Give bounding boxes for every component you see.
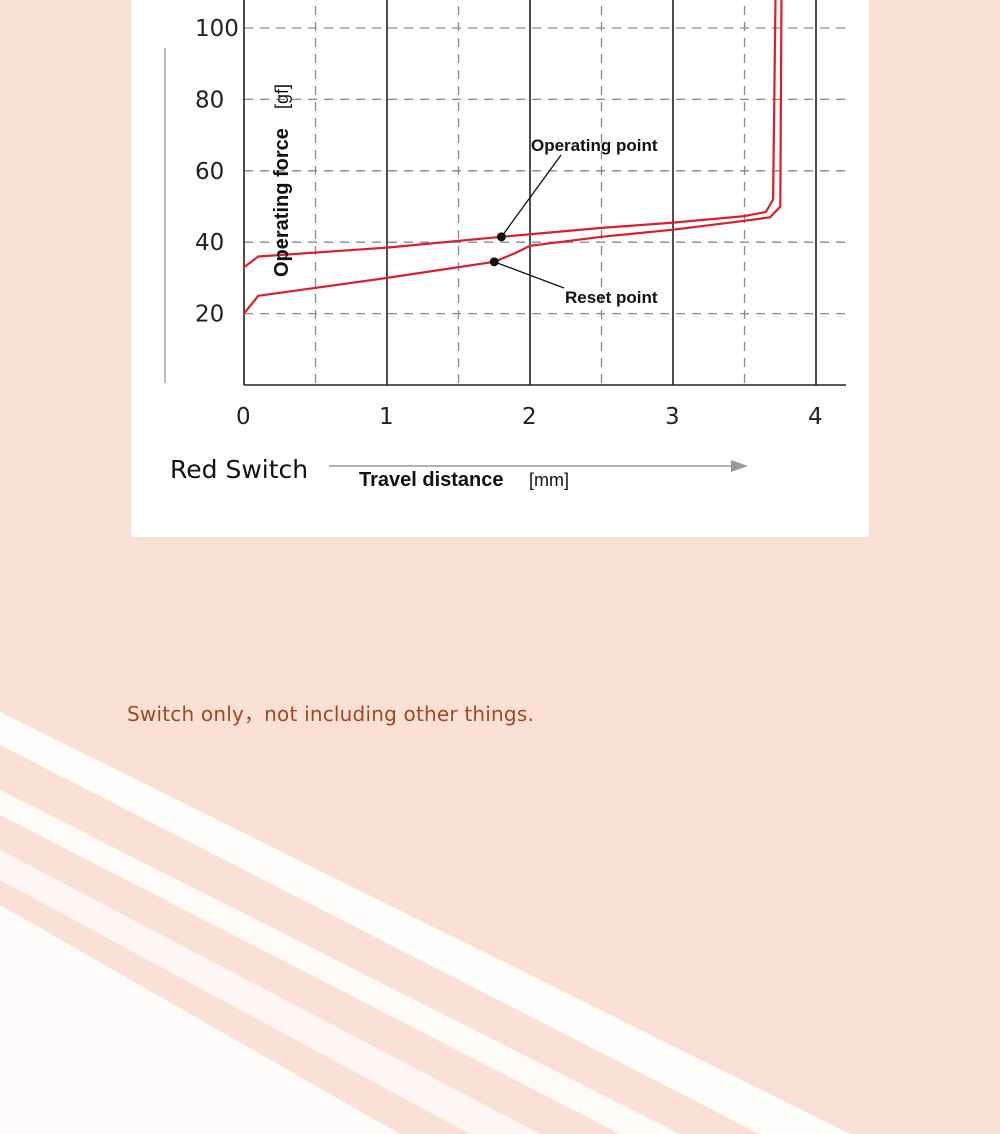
series-line-0 [242, 0, 777, 269]
y-tick-label: 80 [195, 87, 224, 113]
product-note: Switch only，not including other things. [127, 702, 534, 726]
annotation-leader [494, 261, 565, 289]
x-tick-label: 0 [236, 404, 251, 430]
x-tick-label: 4 [808, 404, 823, 430]
y-tick-label: 40 [195, 230, 224, 256]
series-line-1 [242, 0, 783, 315]
y-tick-label: 100 [195, 16, 239, 42]
force-travel-chart: 20 40 60 80 100 0 1 2 3 4 Operating point Reset po… [164, 0, 846, 491]
chart-card: 20 40 60 80 100 0 1 2 3 4 Operating point Reset po… [131, 0, 869, 537]
annotation-leader [500, 154, 562, 238]
x-axis-title: Travel distance [359, 469, 504, 491]
x-axis-arrowhead [731, 460, 748, 472]
x-tick-label: 3 [665, 404, 680, 430]
x-tick-label: 1 [379, 404, 394, 430]
y-tick-label: 60 [195, 159, 224, 185]
annotation-label: Reset point [565, 288, 658, 307]
annotation-label: Operating point [531, 136, 658, 155]
y-axis-title: Operating force [271, 128, 293, 277]
chart-caption: Red Switch [170, 455, 309, 484]
y-tick-label: 20 [195, 302, 224, 328]
x-tick-label: 2 [522, 404, 537, 430]
annotation-point [489, 257, 499, 267]
x-axis-unit: [mm] [529, 470, 569, 490]
y-axis-unit: [gf] [272, 84, 292, 109]
annotation-point [496, 232, 506, 242]
